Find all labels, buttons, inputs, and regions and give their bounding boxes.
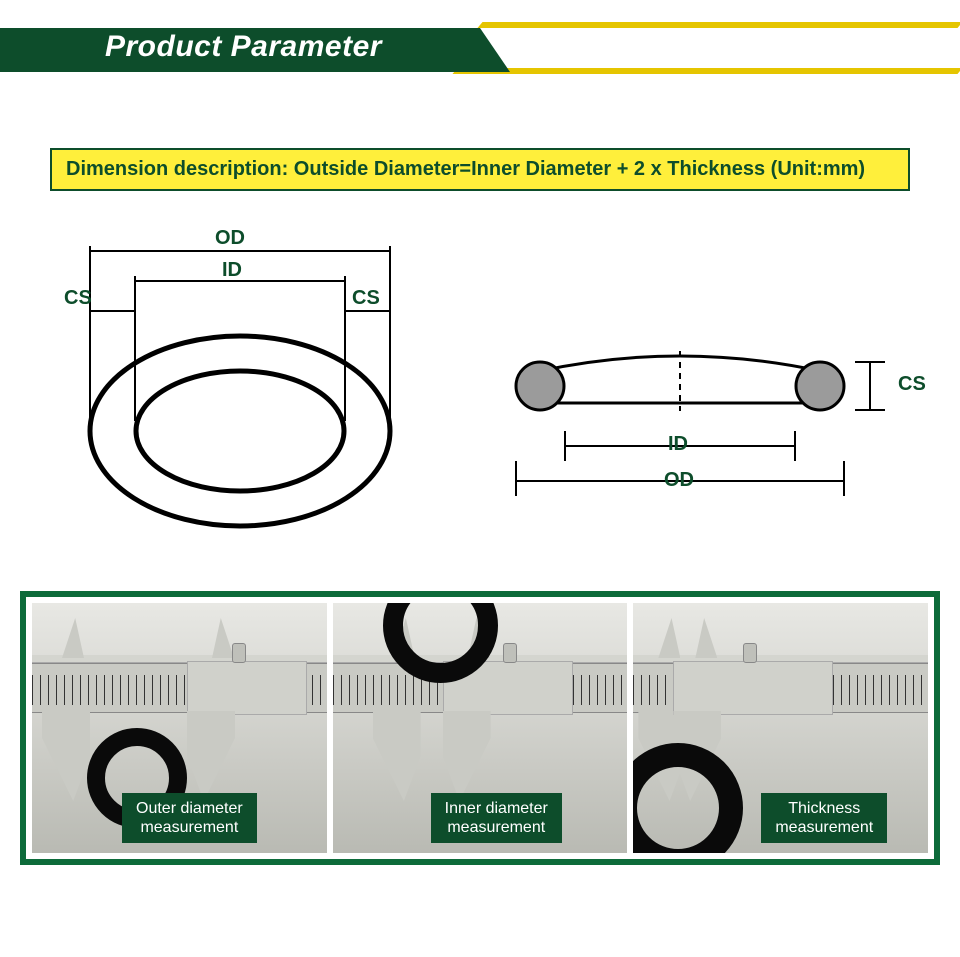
caption-line2: measurement: [140, 819, 238, 836]
label-od: OD: [215, 227, 245, 250]
label-cs-right: CS: [352, 287, 380, 310]
caption-inner: Inner diameter measurement: [431, 793, 562, 843]
panel-thickness: Thickness measurement: [633, 603, 928, 853]
page-title: Product Parameter: [105, 30, 382, 64]
banner-accent-lines: [455, 22, 960, 28]
caption-outer: Outer diameter measurement: [122, 793, 257, 843]
label-cs-section: CS: [898, 373, 926, 396]
label-id: ID: [222, 259, 242, 282]
label-id-section: ID: [668, 433, 688, 456]
caption-line1: Inner diameter: [445, 800, 548, 817]
caption-line1: Thickness: [788, 800, 860, 817]
panel-outer-diameter: Outer diameter measurement: [32, 603, 327, 853]
panel-inner-diameter: Inner diameter measurement: [333, 603, 628, 853]
caption-line2: measurement: [447, 819, 545, 836]
caption-line2: measurement: [775, 819, 873, 836]
measurement-gallery: Outer diameter measurement Inner diamete…: [20, 591, 940, 865]
header-banner: Product Parameter: [0, 18, 960, 78]
caption-thickness: Thickness measurement: [761, 793, 887, 843]
oring-cross-section-diagram: [490, 331, 930, 531]
label-od-section: OD: [664, 469, 694, 492]
label-cs-left: CS: [64, 287, 92, 310]
dimension-description: Dimension description: Outside Diameter=…: [50, 148, 910, 191]
caption-line1: Outer diameter: [136, 800, 243, 817]
diagram-area: OD ID CS CS CS ID OD: [0, 231, 960, 561]
